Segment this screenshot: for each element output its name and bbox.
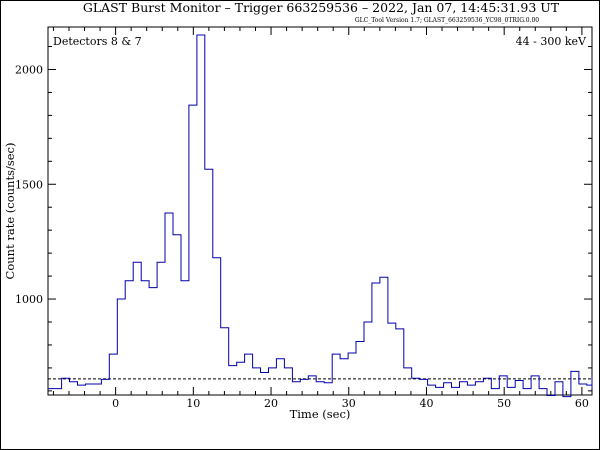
x-tick-label: 0 xyxy=(112,397,119,410)
lightcurve-series xyxy=(48,34,593,398)
chart-subtitle: GLC_Tool Version 1.7; GLAST_663259536_YC… xyxy=(355,17,539,24)
x-tick-label: 20 xyxy=(264,397,278,410)
y-tick-label: 2000 xyxy=(15,63,43,76)
axis-tick-labels: 0 10 20 30 40 50 60 1000 1500 2000 xyxy=(15,63,589,410)
axis-ticks xyxy=(48,27,592,395)
x-tick-label: 10 xyxy=(186,397,200,410)
x-tick-label: 40 xyxy=(419,397,433,410)
chart-title: GLAST Burst Monitor – Trigger 663259536 … xyxy=(83,0,560,15)
x-tick-label: 60 xyxy=(575,397,589,410)
energy-band-label: 44 - 300 keV xyxy=(516,35,587,48)
y-axis-label: Count rate (counts/sec) xyxy=(3,143,17,280)
plot-area-frame xyxy=(47,26,593,396)
x-tick-label: 30 xyxy=(342,397,356,410)
x-axis-label: Time (sec) xyxy=(290,407,351,421)
detectors-label: Detectors 8 & 7 xyxy=(53,35,142,48)
y-tick-label: 1000 xyxy=(15,293,43,306)
x-tick-label: 50 xyxy=(497,397,511,410)
y-tick-label: 1500 xyxy=(15,178,43,191)
